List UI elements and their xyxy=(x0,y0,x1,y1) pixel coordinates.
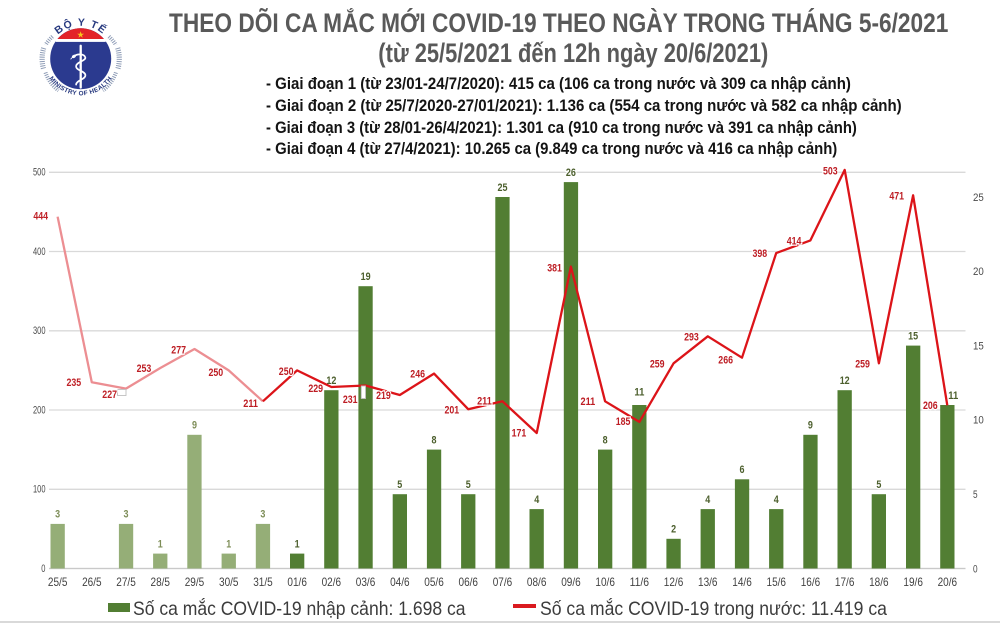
svg-text:6: 6 xyxy=(740,464,745,476)
svg-text:19/6: 19/6 xyxy=(903,575,923,589)
svg-text:20/6: 20/6 xyxy=(938,575,958,589)
svg-text:246: 246 xyxy=(410,369,425,381)
svg-text:5: 5 xyxy=(466,479,471,491)
svg-text:9: 9 xyxy=(808,420,813,432)
svg-text:05/6: 05/6 xyxy=(424,575,444,589)
svg-text:250: 250 xyxy=(209,367,224,379)
svg-text:185: 185 xyxy=(616,416,631,428)
svg-text:5: 5 xyxy=(876,479,881,491)
svg-text:4: 4 xyxy=(774,494,779,506)
svg-text:19: 19 xyxy=(361,271,371,283)
svg-text:259: 259 xyxy=(650,358,665,370)
svg-text:27/5: 27/5 xyxy=(116,575,136,589)
svg-text:02/6: 02/6 xyxy=(322,575,342,589)
svg-text:03/6: 03/6 xyxy=(356,575,376,589)
svg-text:293: 293 xyxy=(684,331,699,343)
svg-text:277: 277 xyxy=(171,344,186,356)
svg-text:11/6: 11/6 xyxy=(630,575,650,589)
svg-text:25/5: 25/5 xyxy=(48,575,68,589)
svg-text:07/6: 07/6 xyxy=(493,575,513,589)
svg-text:444: 444 xyxy=(33,210,48,222)
svg-text:400: 400 xyxy=(33,246,46,258)
svg-text:29/5: 29/5 xyxy=(185,575,205,589)
svg-text:25: 25 xyxy=(498,182,508,194)
svg-text:25: 25 xyxy=(973,192,984,204)
svg-text:15: 15 xyxy=(973,340,984,352)
svg-text:08/6: 08/6 xyxy=(527,575,547,589)
svg-text:20: 20 xyxy=(973,266,984,278)
svg-text:31/5: 31/5 xyxy=(253,575,273,589)
svg-text:0: 0 xyxy=(973,563,978,575)
svg-text:26/5: 26/5 xyxy=(82,575,102,589)
svg-text:06/6: 06/6 xyxy=(459,575,479,589)
svg-text:11: 11 xyxy=(948,390,958,402)
svg-text:5: 5 xyxy=(973,489,978,501)
svg-text:266: 266 xyxy=(718,355,733,367)
svg-text:10: 10 xyxy=(973,415,984,427)
svg-text:211: 211 xyxy=(243,398,258,410)
svg-text:235: 235 xyxy=(67,377,82,389)
svg-text:1: 1 xyxy=(226,538,231,550)
svg-text:4: 4 xyxy=(534,494,539,506)
svg-text:229: 229 xyxy=(308,383,323,395)
svg-text:04/6: 04/6 xyxy=(390,575,410,589)
svg-text:500: 500 xyxy=(33,167,46,179)
svg-text:26: 26 xyxy=(566,167,576,179)
svg-text:8: 8 xyxy=(432,434,437,446)
svg-text:0: 0 xyxy=(41,563,45,575)
svg-text:231: 231 xyxy=(343,394,358,406)
svg-text:503: 503 xyxy=(823,165,838,177)
svg-text:16/6: 16/6 xyxy=(801,575,821,589)
svg-text:471: 471 xyxy=(889,190,904,202)
svg-text:201: 201 xyxy=(445,405,460,417)
svg-text:211: 211 xyxy=(581,396,596,408)
svg-text:3: 3 xyxy=(124,509,129,521)
svg-text:300: 300 xyxy=(33,325,46,337)
svg-text:15/6: 15/6 xyxy=(767,575,787,589)
svg-text:30/5: 30/5 xyxy=(219,575,239,589)
svg-text:250: 250 xyxy=(279,366,294,378)
svg-text:11: 11 xyxy=(634,387,644,399)
svg-text:253: 253 xyxy=(137,363,152,375)
svg-text:1: 1 xyxy=(158,538,163,550)
svg-text:14/6: 14/6 xyxy=(732,575,752,589)
svg-text:13/6: 13/6 xyxy=(698,575,718,589)
svg-text:398: 398 xyxy=(753,248,768,260)
svg-text:211: 211 xyxy=(477,395,492,407)
svg-text:259: 259 xyxy=(855,358,870,370)
svg-text:2: 2 xyxy=(671,524,676,536)
svg-text:10/6: 10/6 xyxy=(595,575,615,589)
svg-text:8: 8 xyxy=(603,434,608,446)
svg-text:200: 200 xyxy=(33,404,46,416)
svg-text:4: 4 xyxy=(705,494,710,506)
svg-text:414: 414 xyxy=(787,235,802,247)
svg-text:28/5: 28/5 xyxy=(151,575,171,589)
svg-text:01/6: 01/6 xyxy=(287,575,307,589)
svg-text:9: 9 xyxy=(192,420,197,432)
svg-text:18/6: 18/6 xyxy=(869,575,889,589)
svg-text:1: 1 xyxy=(295,538,300,550)
svg-text:381: 381 xyxy=(547,263,562,275)
svg-text:219: 219 xyxy=(376,390,391,402)
svg-text:100: 100 xyxy=(33,484,46,496)
svg-text:171: 171 xyxy=(512,428,527,440)
svg-text:12/6: 12/6 xyxy=(664,575,684,589)
svg-text:3: 3 xyxy=(55,509,60,521)
svg-text:5: 5 xyxy=(397,479,402,491)
svg-text:206: 206 xyxy=(923,400,938,412)
svg-text:15: 15 xyxy=(908,330,918,342)
svg-text:3: 3 xyxy=(260,509,265,521)
svg-text:BỘ Y TẾ: BỘ Y TẾ xyxy=(53,17,110,37)
svg-text:17/6: 17/6 xyxy=(835,575,855,589)
svg-text:227: 227 xyxy=(102,389,117,401)
svg-text:09/6: 09/6 xyxy=(561,575,581,589)
svg-text:12: 12 xyxy=(840,375,850,387)
